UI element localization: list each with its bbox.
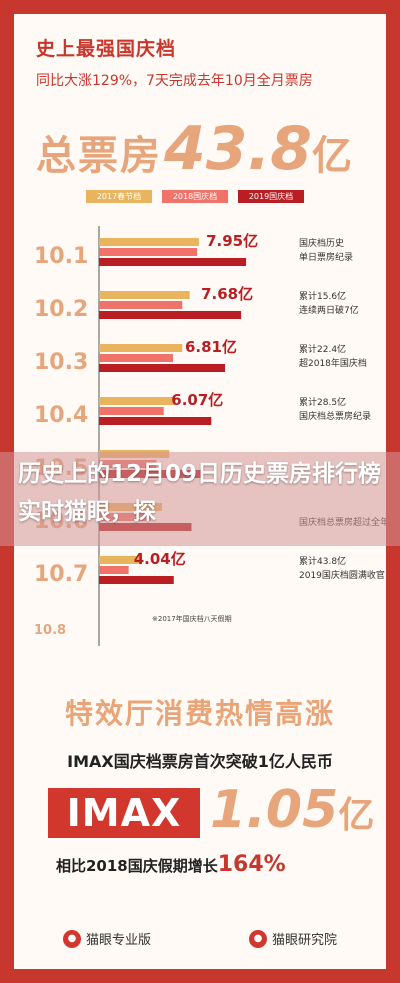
annotation-line: 累计15.6亿 bbox=[299, 290, 346, 302]
bar-2019国庆档 bbox=[99, 417, 212, 425]
chart-legend: 2017春节档 2018国庆档 2019国庆档 bbox=[86, 190, 304, 203]
total-label: 总票房 bbox=[36, 133, 162, 179]
imax-section-title: 特效厅消费热情高涨 bbox=[64, 697, 335, 730]
category-label: 10.7 bbox=[34, 562, 88, 587]
value-label: 6.07亿 bbox=[171, 391, 223, 409]
page-subtitle: 同比大涨129%，7天完成去年10月全月票房 bbox=[36, 73, 313, 89]
logo-text: 猫眼专业版 bbox=[85, 933, 151, 948]
legend-item-2018: 2018国庆档 bbox=[162, 190, 228, 203]
value-label: 6.81亿 bbox=[185, 338, 237, 356]
article-title-banner bbox=[0, 452, 400, 546]
annotation-line: 单日票房纪录 bbox=[299, 251, 353, 263]
bar-2018国庆档 bbox=[99, 407, 164, 415]
bar-2019国庆档 bbox=[99, 576, 174, 584]
annotation-line: 累计22.4亿 bbox=[299, 343, 346, 355]
bar-2018国庆档 bbox=[99, 566, 129, 574]
annotation-line: ※2017年国庆档八天假期 bbox=[152, 614, 232, 623]
bar-2017春节档 bbox=[99, 556, 142, 564]
legend-label: 2019国庆档 bbox=[248, 192, 294, 201]
annotation-line: 累计28.5亿 bbox=[299, 396, 346, 408]
legend-label: 2018国庆档 bbox=[172, 192, 218, 201]
category-label: 10.1 bbox=[34, 244, 88, 269]
legend-item-2019: 2019国庆档 bbox=[238, 190, 304, 203]
category-label: 10.3 bbox=[34, 350, 88, 375]
bar-2018国庆档 bbox=[99, 248, 198, 256]
bar-2019国庆档 bbox=[99, 364, 225, 372]
annotation-line: 国庆档总票房纪录 bbox=[299, 410, 371, 422]
total-box-office: 总票房43.8亿 bbox=[36, 114, 352, 184]
imax-growth: 相比2018国庆假期增长164% bbox=[56, 852, 286, 877]
bar-2017春节档 bbox=[99, 397, 175, 405]
annotation-line: 国庆档历史 bbox=[299, 237, 344, 249]
imax-headline: IMAX国庆档票房首次突破1亿人民币 bbox=[67, 752, 333, 771]
category-label: 10.8 bbox=[34, 623, 66, 638]
category-label: 10.2 bbox=[34, 297, 88, 322]
legend-label: 2017春节档 bbox=[96, 192, 142, 201]
value-label: 7.68亿 bbox=[201, 285, 253, 303]
logo-text: 猫眼研究院 bbox=[271, 933, 337, 948]
article-title[interactable]: 历史上的12月09日历史票房排行榜实时猫眼，探 bbox=[18, 461, 382, 525]
value-label: 4.04亿 bbox=[134, 550, 186, 568]
annotation-line: 超2018年国庆档 bbox=[299, 357, 367, 369]
legend-item-2017: 2017春节档 bbox=[86, 190, 152, 203]
footer-logos: ● 猫眼专业版 ● 猫眼研究院 bbox=[14, 929, 386, 948]
bar-2018国庆档 bbox=[99, 354, 173, 362]
growth-percent: 164% bbox=[217, 852, 286, 877]
cat-icon: ● bbox=[62, 929, 81, 948]
imax-value: 1.05 bbox=[210, 780, 339, 840]
value-label: 7.95亿 bbox=[206, 232, 258, 250]
bar-2019国庆档 bbox=[99, 311, 242, 319]
bar-2017春节档 bbox=[99, 291, 190, 299]
bar-2018国庆档 bbox=[99, 301, 183, 309]
cat-icon: ● bbox=[248, 929, 267, 948]
bar-2019国庆档 bbox=[99, 258, 247, 266]
annotation-line: 2019国庆档圆满收官 bbox=[299, 569, 385, 581]
category-label: 10.4 bbox=[34, 403, 88, 428]
bar-2017春节档 bbox=[99, 238, 199, 246]
total-value: 43.8 bbox=[164, 114, 313, 184]
bar-2017春节档 bbox=[99, 344, 183, 352]
imax-unit: 亿 bbox=[338, 795, 375, 836]
imax-logo: IMAX bbox=[48, 788, 200, 838]
maoyan-pro-logo: ● 猫眼专业版 bbox=[62, 929, 151, 948]
growth-label: 相比2018国庆假期增长 bbox=[56, 857, 218, 875]
total-unit: 亿 bbox=[312, 133, 353, 179]
annotation-line: 连续两日破7亿 bbox=[299, 304, 359, 316]
imax-box-office: 1.05亿 bbox=[210, 780, 374, 840]
annotation-line: 累计43.8亿 bbox=[299, 555, 346, 567]
maoyan-research-logo: ● 猫眼研究院 bbox=[248, 929, 337, 948]
page-title: 史上最强国庆档 bbox=[36, 38, 177, 60]
